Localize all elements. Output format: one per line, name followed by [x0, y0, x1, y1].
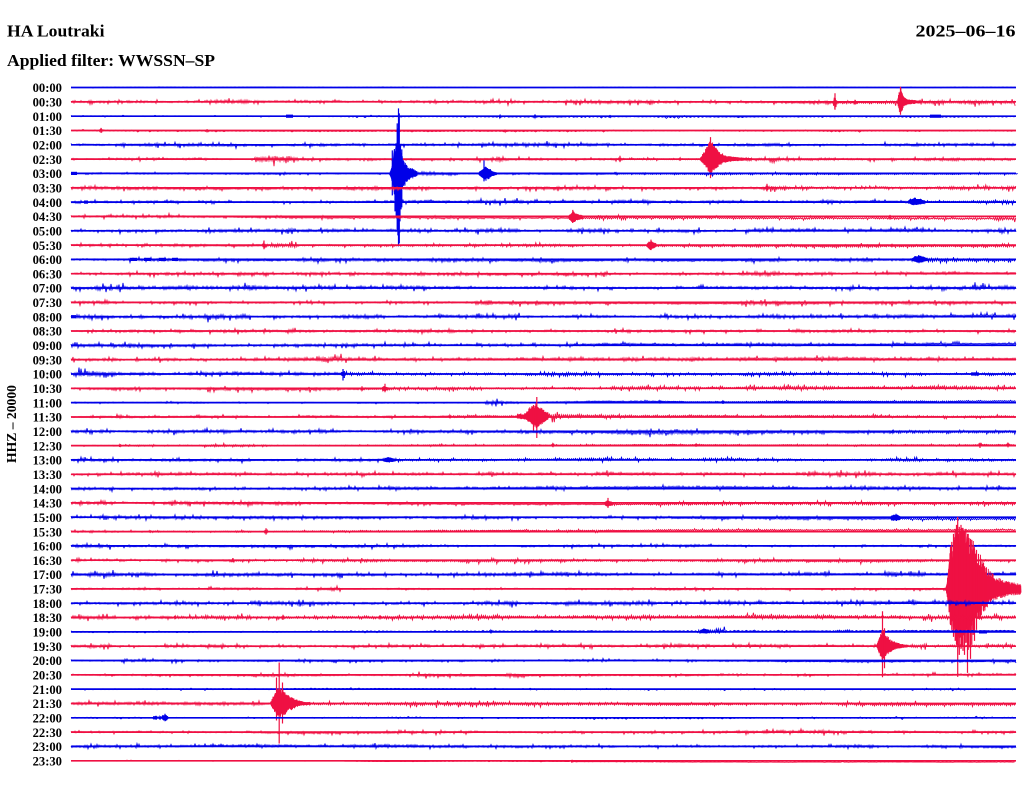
svg-text:06:00: 06:00 [33, 253, 62, 267]
svg-text:Applied filter: WWSSN–SP: Applied filter: WWSSN–SP [7, 51, 215, 70]
svg-text:14:00: 14:00 [33, 482, 62, 496]
svg-text:02:30: 02:30 [33, 153, 62, 167]
svg-text:21:30: 21:30 [33, 697, 62, 711]
svg-text:15:30: 15:30 [33, 525, 62, 539]
svg-text:20:00: 20:00 [33, 654, 62, 668]
svg-text:05:30: 05:30 [33, 239, 62, 253]
svg-text:13:00: 13:00 [33, 454, 62, 468]
svg-text:16:00: 16:00 [33, 540, 62, 554]
svg-text:23:00: 23:00 [33, 740, 62, 754]
svg-text:01:00: 01:00 [33, 110, 62, 124]
svg-text:2025–06–16: 2025–06–16 [916, 21, 1016, 40]
svg-text:15:00: 15:00 [33, 511, 62, 525]
svg-text:07:30: 07:30 [33, 296, 62, 310]
svg-text:04:00: 04:00 [33, 196, 62, 210]
svg-text:10:30: 10:30 [33, 382, 62, 396]
svg-text:19:00: 19:00 [33, 626, 62, 640]
svg-text:08:30: 08:30 [33, 325, 62, 339]
svg-text:16:30: 16:30 [33, 554, 62, 568]
svg-text:22:00: 22:00 [33, 712, 62, 726]
svg-text:12:30: 12:30 [33, 439, 62, 453]
svg-text:22:30: 22:30 [33, 726, 62, 740]
svg-text:20:30: 20:30 [33, 669, 62, 683]
svg-text:18:30: 18:30 [33, 611, 62, 625]
svg-text:06:30: 06:30 [33, 267, 62, 281]
svg-text:14:30: 14:30 [33, 497, 62, 511]
svg-text:09:00: 09:00 [33, 339, 62, 353]
svg-text:10:00: 10:00 [33, 368, 62, 382]
svg-text:21:00: 21:00 [33, 683, 62, 697]
svg-text:02:00: 02:00 [33, 139, 62, 153]
svg-text:17:30: 17:30 [33, 583, 62, 597]
svg-text:00:30: 00:30 [33, 96, 62, 110]
svg-text:08:00: 08:00 [33, 310, 62, 324]
svg-text:05:00: 05:00 [33, 224, 62, 238]
svg-text:12:00: 12:00 [33, 425, 62, 439]
svg-text:HHZ – 20000: HHZ – 20000 [4, 385, 19, 463]
svg-text:11:30: 11:30 [33, 411, 62, 425]
svg-text:09:30: 09:30 [33, 353, 62, 367]
svg-text:HA Loutraki: HA Loutraki [7, 21, 105, 40]
svg-text:00:00: 00:00 [33, 81, 62, 95]
svg-text:19:30: 19:30 [33, 640, 62, 654]
svg-text:01:30: 01:30 [33, 124, 62, 138]
svg-text:03:30: 03:30 [33, 182, 62, 196]
svg-text:17:00: 17:00 [33, 568, 62, 582]
svg-text:07:00: 07:00 [33, 282, 62, 296]
svg-text:13:30: 13:30 [33, 468, 62, 482]
svg-text:18:00: 18:00 [33, 597, 62, 611]
svg-text:23:30: 23:30 [33, 755, 62, 769]
svg-text:04:30: 04:30 [33, 210, 62, 224]
svg-text:03:00: 03:00 [33, 167, 62, 181]
svg-text:11:00: 11:00 [33, 396, 62, 410]
